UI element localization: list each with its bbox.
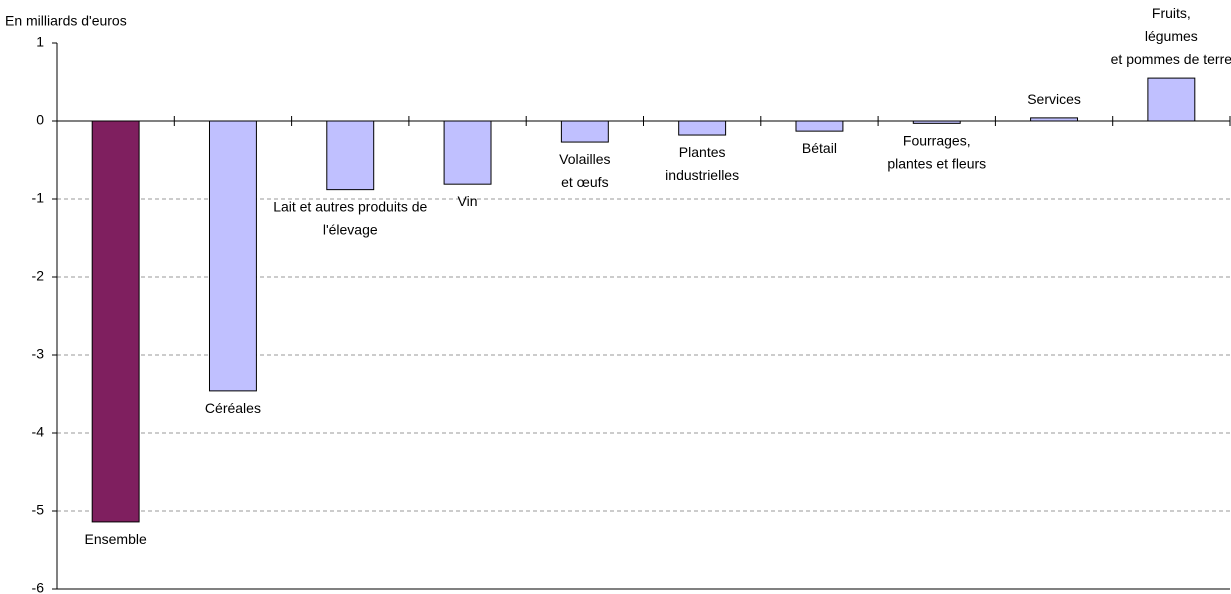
category-label-line: industrielles (665, 167, 739, 183)
y-tick-label: 1 (36, 34, 44, 50)
category-label: Ensemble (85, 531, 147, 547)
bar (912, 120, 961, 124)
y-tick-label: -6 (32, 580, 45, 594)
bar (1030, 117, 1079, 122)
category-label-line: plantes et fleurs (887, 155, 986, 171)
y-tick-label: 0 (36, 112, 44, 128)
category-label: Services (1027, 91, 1081, 107)
category-label-line: et pommes de terre (1111, 51, 1231, 67)
category-label-line: Céréales (205, 400, 261, 416)
bar (1147, 77, 1196, 122)
category-label-line: Volailles (559, 151, 610, 167)
category-label: Vin (458, 193, 478, 209)
category-label: Fruits, légumes et pommes de terre (1111, 5, 1231, 67)
y-tick-label: -1 (32, 190, 45, 206)
category-label: Fourrages, plantes et fleurs (887, 132, 986, 171)
category-label: Volailles et œufs (559, 151, 610, 190)
category-label-line: l'élevage (323, 221, 378, 237)
category-label-line: et œufs (561, 174, 608, 190)
y-axis-title: En milliards d'euros (5, 13, 127, 29)
category-label: Céréales (205, 400, 261, 416)
bar (678, 120, 727, 136)
category-label-line: légumes (1145, 28, 1198, 44)
bar (560, 120, 609, 143)
bar (443, 120, 492, 185)
category-label-line: Lait et autres produits de (273, 198, 427, 214)
bar (91, 120, 140, 523)
category-label-line: Bétail (802, 140, 837, 156)
bar (326, 120, 375, 191)
y-tick-label: -3 (32, 346, 45, 362)
bar (208, 120, 257, 392)
category-label-line: Vin (458, 193, 478, 209)
y-tick-label: -4 (32, 424, 45, 440)
category-label: Lait et autres produits de l'élevage (273, 198, 427, 237)
y-tick-label: -2 (32, 268, 45, 284)
category-label-line: Plantes (679, 144, 726, 160)
y-tick-label: -5 (32, 502, 45, 518)
category-label-line: Fourrages, (903, 132, 971, 148)
category-label: Bétail (802, 140, 837, 156)
category-label-line: Fruits, (1152, 5, 1191, 21)
category-label: Plantes industrielles (665, 144, 739, 183)
category-label-line: Ensemble (85, 531, 147, 547)
category-label-line: Services (1027, 91, 1081, 107)
bar (795, 120, 844, 132)
